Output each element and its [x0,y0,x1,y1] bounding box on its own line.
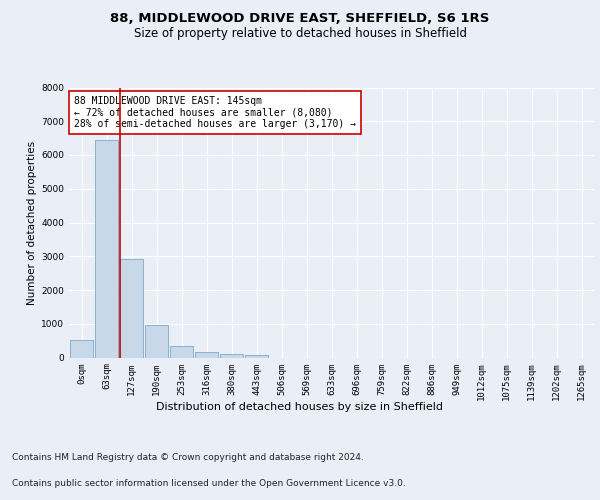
Bar [195,352,218,358]
Text: Contains HM Land Registry data © Crown copyright and database right 2024.: Contains HM Land Registry data © Crown c… [12,454,364,462]
Bar [95,140,118,358]
Text: 88 MIDDLEWOOD DRIVE EAST: 145sqm
← 72% of detached houses are smaller (8,080)
28: 88 MIDDLEWOOD DRIVE EAST: 145sqm ← 72% o… [74,96,356,129]
Y-axis label: Number of detached properties: Number of detached properties [27,140,37,304]
Bar [145,325,168,358]
Bar [220,354,243,358]
Bar [170,346,193,358]
Text: Contains public sector information licensed under the Open Government Licence v3: Contains public sector information licen… [12,478,406,488]
Text: 88, MIDDLEWOOD DRIVE EAST, SHEFFIELD, S6 1RS: 88, MIDDLEWOOD DRIVE EAST, SHEFFIELD, S6… [110,12,490,26]
Text: Distribution of detached houses by size in Sheffield: Distribution of detached houses by size … [157,402,443,412]
Bar [120,258,143,358]
Bar [70,340,93,357]
Text: Size of property relative to detached houses in Sheffield: Size of property relative to detached ho… [133,28,467,40]
Bar [245,356,268,358]
